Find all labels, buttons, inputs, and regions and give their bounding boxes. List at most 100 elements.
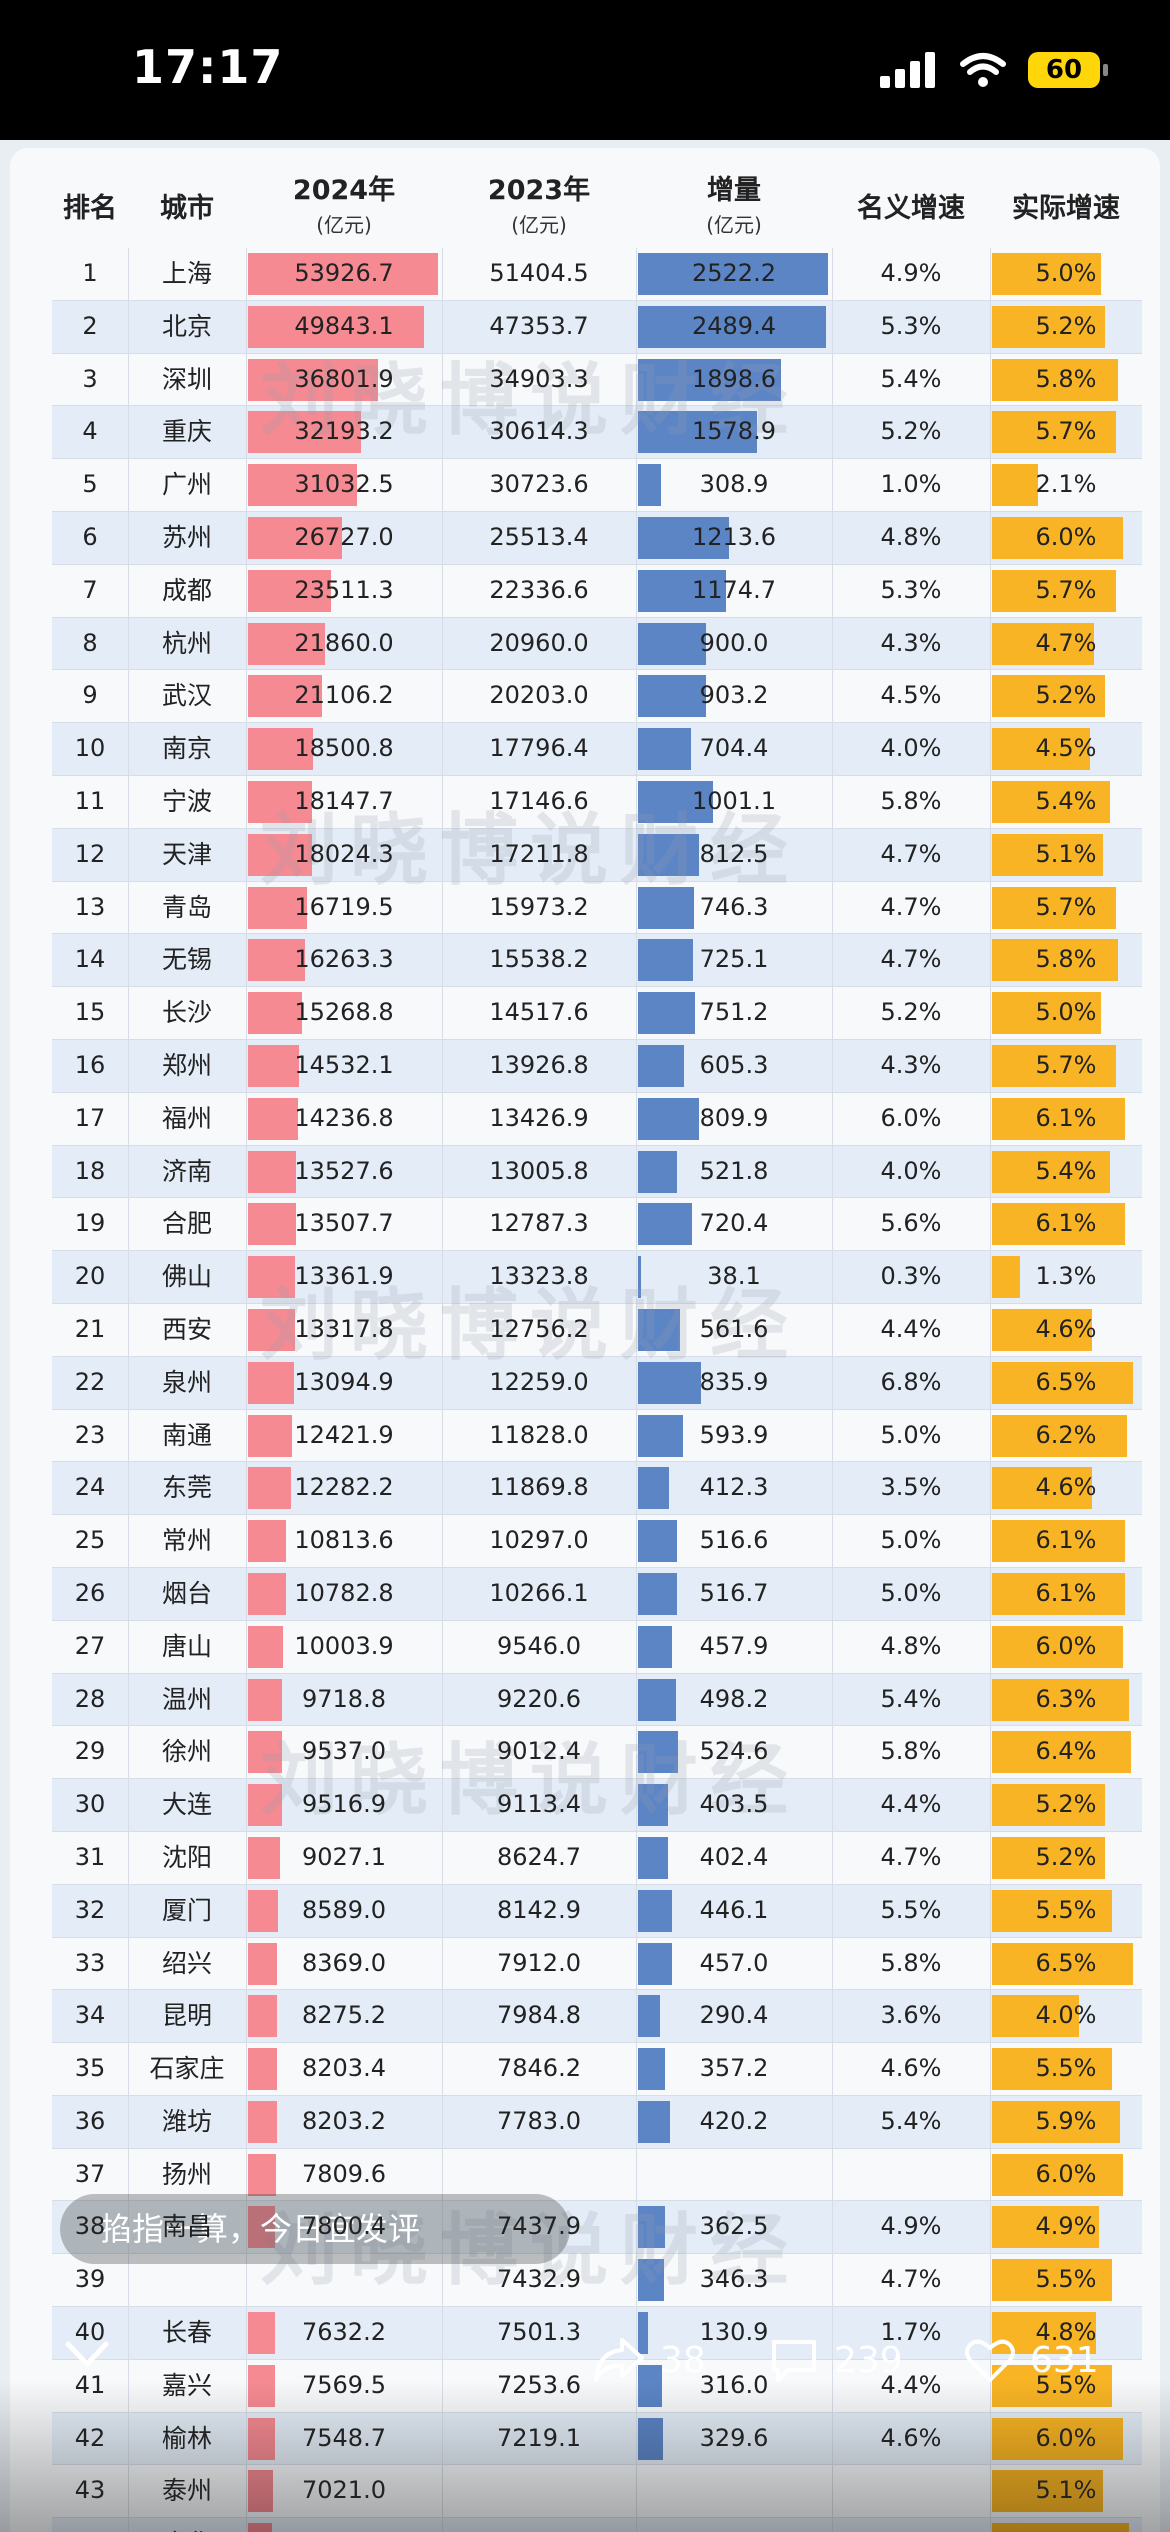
gdp-2023-cell: 10297.0 (442, 1515, 637, 1567)
collapse-button[interactable] (62, 2336, 112, 2376)
real-growth-cell-bar (992, 1414, 1127, 1457)
gdp-2023-cell-value: 17796.4 (489, 734, 589, 763)
gdp-2023-cell: 7783.0 (442, 2095, 637, 2148)
nominal-growth-cell: 5.8% (832, 1937, 991, 1990)
like-button[interactable]: 631 (964, 2336, 1099, 2384)
gdp-2023-cell-value: 12756.2 (489, 1314, 589, 1343)
city-cell: 扬州 (128, 2148, 247, 2201)
gdp-2023-cell: 51404.5 (442, 248, 637, 300)
gdp-2024-cell: 18500.8 (246, 723, 443, 775)
increment-cell-bar (638, 1520, 677, 1563)
increment-cell-bar (638, 780, 713, 823)
real-growth-cell-value: 5.0% (1035, 998, 1097, 1027)
nominal-growth-cell-value: 4.9% (880, 2212, 942, 2241)
increment-cell-value: 900.0 (699, 628, 769, 657)
real-growth-cell: 6.4% (990, 1726, 1142, 1778)
gdp-2023-cell: 7253.6 (442, 2359, 637, 2412)
rank-cell: 21 (52, 1303, 129, 1356)
city-cell-value: 成都 (161, 575, 212, 605)
increment-cell-value: 516.6 (699, 1526, 769, 1555)
gdp-2024-cell-bar (248, 1572, 286, 1615)
increment-cell: 362.5 (636, 2201, 833, 2254)
rank-cell-value: 17 (74, 1103, 106, 1132)
comment-button[interactable]: 239 (768, 2336, 903, 2384)
comment-input-prompt[interactable]: 掐指一算，今日宜发评 (60, 2194, 570, 2264)
real-growth-cell-bar (992, 1044, 1116, 1087)
city-cell-value: 西安 (161, 1314, 212, 1344)
gdp-2023-cell-value: 7912.0 (497, 1948, 581, 1977)
real-growth-cell-value: 5.5% (1035, 2054, 1097, 2083)
watermark: 刘晓博说财经 (260, 356, 801, 446)
gdp-2023-cell: 13005.8 (442, 1145, 637, 1198)
nominal-growth-cell: 4.6% (832, 2043, 991, 2095)
rank-cell: 2 (52, 300, 129, 353)
real-growth-cell: 5.8% (990, 354, 1142, 406)
increment-cell-bar (638, 1256, 641, 1299)
nominal-growth-cell: 5.5% (832, 1884, 991, 1937)
real-growth-cell-bar (992, 1995, 1079, 2038)
rank-cell: 36 (52, 2095, 129, 2148)
real-growth-cell-value: 2.1% (1035, 470, 1097, 499)
city-cell-value: 合肥 (161, 1209, 212, 1239)
gdp-2024-cell-value: 21106.2 (294, 681, 394, 710)
gdp-2023-cell-value: 14517.6 (489, 998, 589, 1027)
real-growth-cell-value: 4.8% (1035, 2318, 1097, 2347)
rank-cell-value: 3 (82, 364, 98, 393)
real-growth-cell: 5.7% (990, 406, 1142, 458)
city-cell: 深圳 (128, 353, 247, 406)
real-growth-cell: 5.4% (990, 776, 1142, 828)
increment-cell-value: 412.3 (699, 1473, 769, 1502)
real-growth-cell: 4.5% (990, 723, 1142, 775)
table-row: 9 武汉 21106.2 20203.0 903.2 4.5% 5.2% (52, 670, 1142, 724)
city-cell-value: 沈阳 (161, 1842, 212, 1872)
increment-cell-value: 130.9 (699, 2318, 769, 2347)
gdp-2023-cell: 9113.4 (442, 1779, 637, 1831)
increment-cell-bar (638, 1467, 669, 1510)
city-cell: 厦门 (128, 1884, 247, 1937)
city-cell-value: 嘉兴 (161, 2370, 212, 2400)
nominal-growth-cell-value: 4.5% (880, 681, 942, 710)
table-row: 1 上海 53926.7 51404.5 2522.2 4.9% 5.0% (52, 248, 1142, 301)
header-increment-label: 增量 (707, 175, 761, 206)
header-city: 城市 (160, 193, 214, 224)
share-button[interactable]: 38 (592, 2336, 706, 2384)
increment-cell-bar (638, 358, 781, 401)
table-row: 30 大连 9516.9 9113.4 403.5 4.4% 5.2% (52, 1779, 1142, 1832)
increment-cell-bar (638, 833, 699, 876)
nominal-growth-cell-value: 5.0% (880, 1526, 942, 1555)
rank-cell-value: 13 (74, 892, 106, 921)
real-growth-cell: 5.5% (990, 2360, 1142, 2412)
rank-cell-value: 37 (74, 2159, 106, 2188)
rank-cell-value: 29 (74, 1737, 106, 1766)
gdp-2024-cell: 8275.2 (246, 1990, 443, 2043)
rank-cell: 26 (52, 1567, 129, 1620)
increment-cell-bar (638, 1625, 672, 1668)
table-row: 5 广州 31032.5 30723.6 308.9 1.0% 2.1% (52, 459, 1142, 512)
increment-cell-bar (638, 939, 693, 982)
gdp-2024-cell-bar (248, 1256, 295, 1299)
city-cell-value: 上海 (161, 259, 212, 288)
rank-cell-value: 32 (74, 1895, 106, 1924)
rank-cell-value: 21 (74, 1314, 106, 1343)
city-cell: 常州 (128, 1515, 247, 1567)
gdp-2024-cell-value: 7800.4 (302, 2212, 386, 2241)
increment-cell: 498.2 (636, 1673, 833, 1726)
rank-cell: 37 (52, 2148, 129, 2201)
gdp-2023-cell-value: 11828.0 (489, 1420, 589, 1449)
header-2024-unit: (亿元) (316, 213, 372, 237)
gdp-2023-cell: 9012.4 (442, 1726, 637, 1779)
table-row: 15 长沙 15268.8 14517.6 751.2 5.2% 5.0% (52, 987, 1142, 1040)
nominal-growth-cell: 4.5% (832, 670, 991, 723)
city-cell: 青岛 (128, 881, 247, 934)
gdp-2024-cell-value: 49843.1 (294, 311, 394, 340)
gdp-2024-cell-value: 7548.7 (302, 2423, 386, 2452)
chevron-down-icon (65, 2341, 109, 2367)
increment-cell-value: 446.1 (699, 1895, 769, 1924)
gdp-2023-cell-value: 51404.5 (489, 259, 589, 287)
rank-cell: 39 (52, 2254, 129, 2307)
gdp-2023-cell: 9546.0 (442, 1620, 637, 1673)
rank-cell: 30 (52, 1779, 129, 1831)
nominal-growth-cell: 4.0% (832, 1145, 991, 1198)
real-growth-cell: 5.1% (990, 829, 1142, 881)
increment-cell: 593.9 (636, 1409, 833, 1462)
